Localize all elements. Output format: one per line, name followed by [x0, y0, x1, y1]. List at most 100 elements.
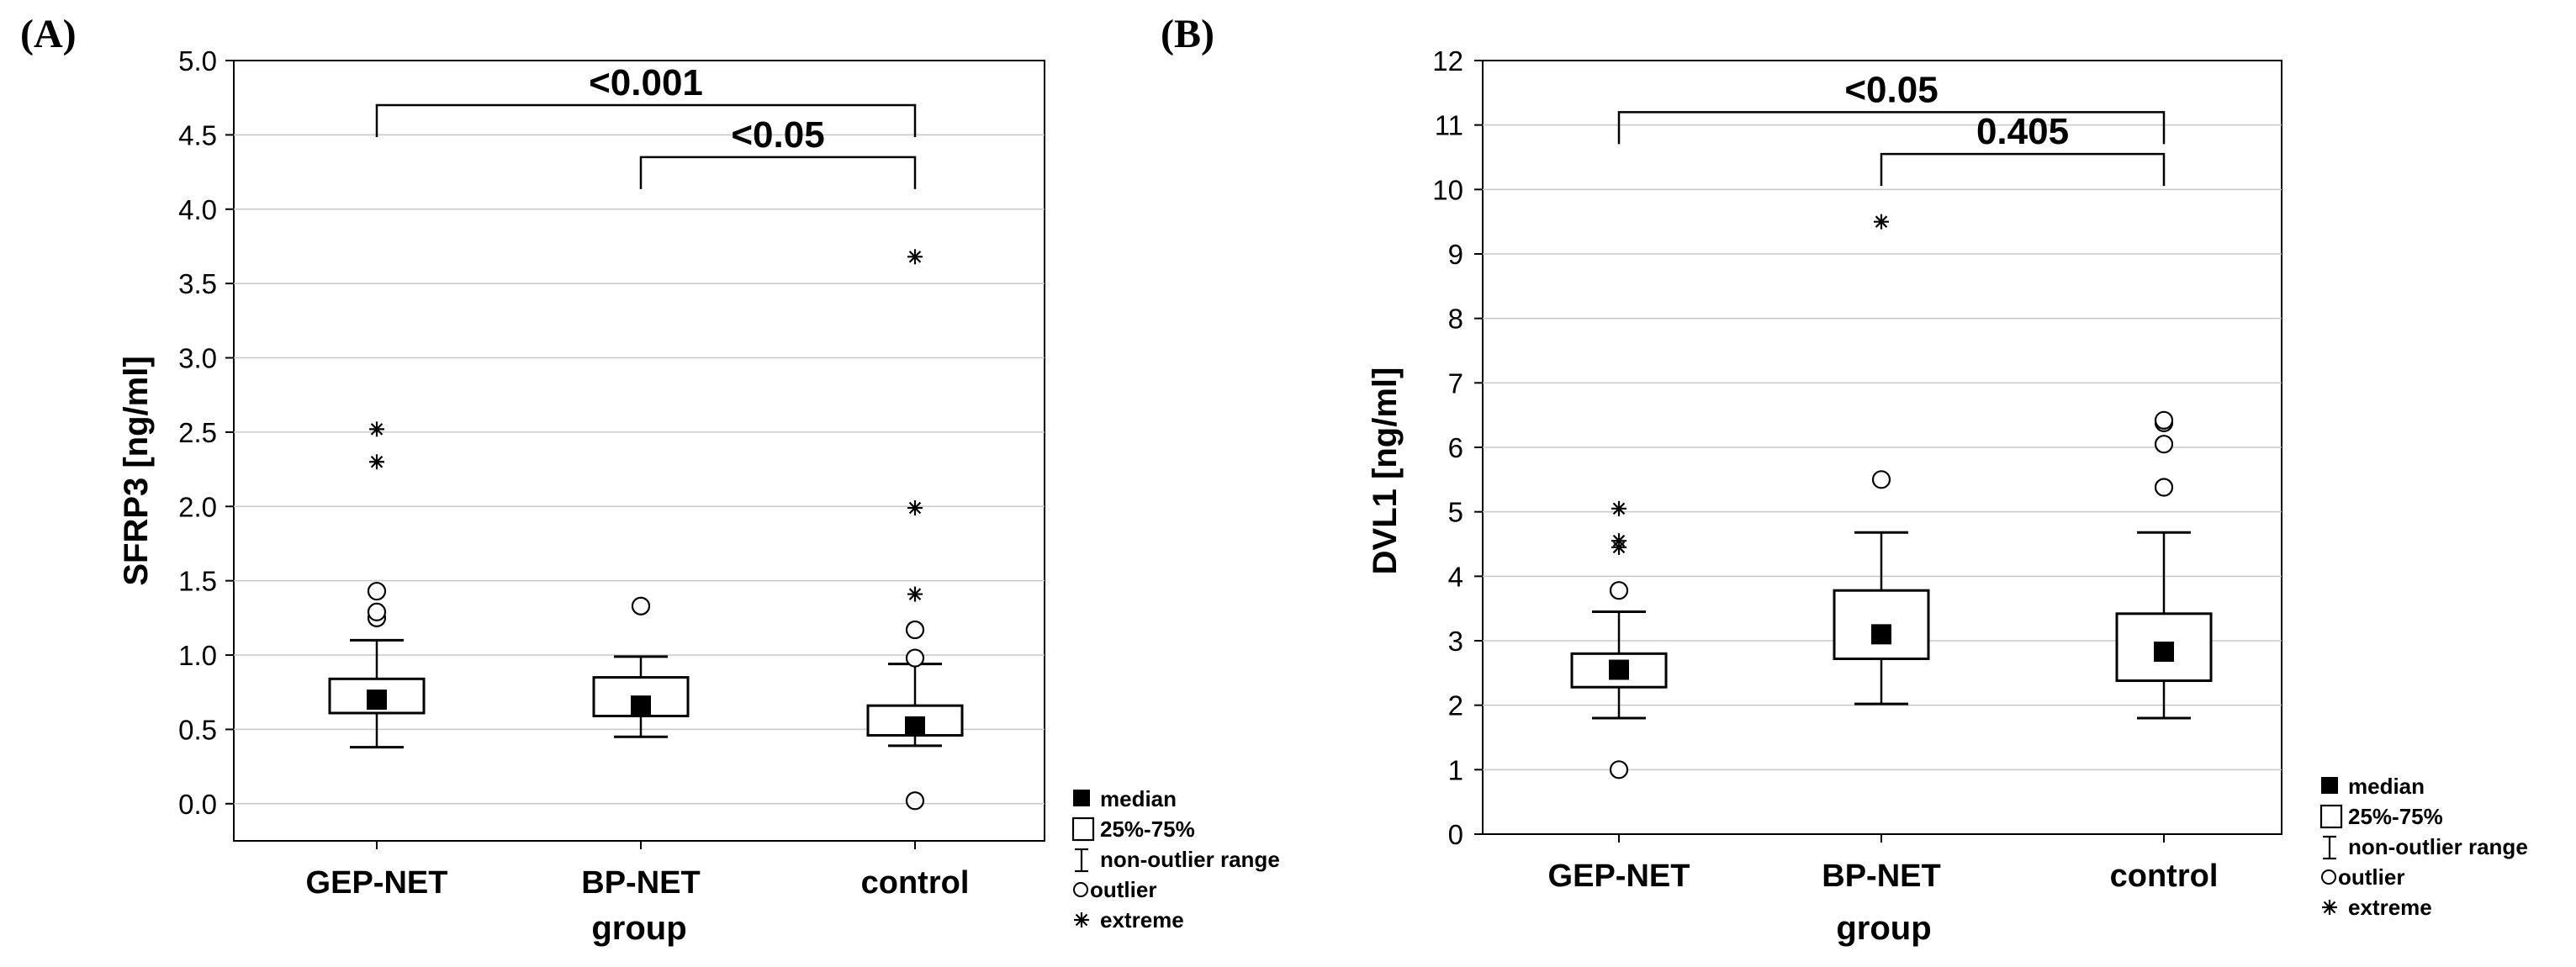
extreme-point: [907, 586, 923, 602]
panel-b-y-tick-label: 4: [1448, 561, 1463, 592]
extreme-point-stroke: [908, 588, 922, 600]
extreme-point: [369, 454, 384, 470]
panel-b-y-tick-label: 3: [1448, 626, 1463, 657]
median-marker: [367, 690, 387, 711]
panel-b-box-control: [2115, 410, 2213, 720]
legend-extreme-icon-stroke: [2323, 901, 2336, 914]
legend-box-icon: [2319, 804, 2343, 829]
panel-b-legend-label: extreme: [2348, 895, 2432, 920]
extreme-point: [369, 421, 384, 437]
extreme-point: [1874, 214, 1889, 230]
panel-a-box-control: [866, 249, 964, 811]
outlier-point: [2154, 478, 2174, 497]
legend-extreme-icon-stroke: [1075, 913, 1088, 927]
panel-b-y-tick-label: 6: [1448, 432, 1463, 463]
panel-a-box-bp-net: [592, 596, 690, 738]
extreme-point: [1611, 500, 1627, 516]
legend-extreme-icon: [1074, 912, 1089, 927]
panel-a-legend-label: outlier: [1090, 877, 1156, 902]
panel-b-box-bp-net: [1833, 214, 1930, 705]
panel-b-x-axis-label: group: [1836, 910, 1931, 947]
panel-a-legend-label: non-outlier range: [1100, 847, 1280, 872]
outlier-point: [367, 602, 387, 621]
outlier-point: [631, 596, 651, 616]
p-value-label: <0.05: [731, 114, 824, 156]
panel-a-legend: median 25%-75% non-outlier range outlier ext…: [1071, 786, 1280, 933]
median-marker: [631, 695, 651, 716]
panel-b-y-tick-label: 1: [1448, 754, 1463, 785]
outlier-point: [2154, 410, 2174, 430]
extreme-point-stroke: [1612, 502, 1626, 515]
panel-b-y-tick-label: 8: [1448, 304, 1463, 335]
panel-b-y-tick-label: 11: [1435, 110, 1463, 141]
panel-a-legend-label: median: [1100, 786, 1177, 811]
legend-median-icon: [2321, 777, 2338, 794]
bracket-line: [639, 156, 917, 189]
bracket-line: [1617, 111, 2166, 145]
iqr-box: [2115, 612, 2213, 683]
panel-b-comparison-bracket: 0.405: [1880, 111, 2166, 187]
extreme-point-stroke: [370, 423, 383, 436]
extreme-point-stroke: [370, 455, 383, 468]
median-marker: [1871, 624, 1891, 645]
panel-a-y-tick-label: 2.0: [178, 491, 217, 522]
bracket-line: [1880, 152, 2166, 187]
panel-a-y-tick-label: 3.0: [178, 343, 217, 374]
panel-a-y-tick-label: 1.0: [178, 640, 217, 671]
extreme-point-stroke: [908, 251, 922, 263]
panel-a-y-axis-label: SFRP3 [ng/ml]: [118, 356, 155, 585]
panel-a-y-tick-label: 0.0: [178, 789, 217, 820]
legend-extreme-icon: [2322, 900, 2337, 915]
extreme-point-stroke: [1612, 534, 1626, 547]
legend-outlier-icon: [2321, 869, 2336, 885]
panel-a-y-tick-label: 4.0: [178, 194, 217, 225]
extreme-point: [1611, 533, 1627, 549]
panel-b-y-axis-label: DVL1 [ng/ml]: [1367, 367, 1404, 575]
outlier-point: [905, 648, 925, 668]
median-marker: [905, 716, 925, 737]
extreme-point-stroke: [908, 501, 922, 515]
panel-a-x-tick-label: control: [861, 865, 970, 901]
panel-b-legend-label: median: [2348, 774, 2425, 799]
panel-b-y-tick-label: 9: [1448, 239, 1463, 270]
panel-a-comparison-bracket: <0.05: [639, 114, 917, 189]
panel-b-box-gep-net: [1570, 500, 1668, 779]
panel-b-label: (B): [1161, 12, 1214, 56]
panel-a-y-tick-label: 0.5: [178, 714, 217, 745]
extreme-point: [907, 500, 923, 516]
panel-b-y-tick-label: 2: [1448, 690, 1463, 721]
p-value-label: <0.05: [1844, 69, 1938, 110]
extreme-point: [907, 249, 923, 265]
panel-b-y-tick-label: 10: [1432, 174, 1463, 205]
panel-b-legend-label: outlier: [2338, 864, 2404, 890]
p-value-label: <0.001: [589, 62, 703, 103]
panel-b-legend: median 25%-75% non-outlier range outlier ext…: [2319, 774, 2528, 920]
panel-b-comparison-bracket: <0.05: [1617, 69, 2166, 145]
bracket-line: [375, 103, 917, 138]
panel-b-legend-label: 25%-75%: [2348, 804, 2443, 829]
iqr-box: [592, 676, 690, 718]
panel-b-y-tick-label: 12: [1432, 45, 1463, 77]
panel-b-legend-label: non-outlier range: [2348, 834, 2528, 859]
panel-b-y-tick-label: 5: [1448, 497, 1463, 528]
panel-a-box-gep-net: [328, 421, 426, 749]
panel-a: (A) SFRP3 [ng/ml] group 0.0 0.5 1.0 1.5 2.0 2…: [20, 12, 1280, 947]
outlier-point: [1871, 470, 1891, 489]
legend-median-icon: [1073, 790, 1090, 806]
legend-outlier-icon: [1073, 882, 1088, 897]
panel-a-y-tick-label: 2.5: [178, 417, 217, 448]
outlier-point: [905, 620, 925, 640]
extreme-point-stroke: [1875, 215, 1888, 228]
median-marker: [2154, 642, 2174, 663]
median-marker: [1609, 659, 1629, 680]
panel-a-y-tick-label: 1.5: [178, 566, 217, 597]
panel-a-x-tick-label: GEP-NET: [306, 865, 448, 901]
panel-a-y-tick-label: 4.5: [178, 119, 217, 151]
panel-b: (B) DVL1 [ng/ml] group 0123456789101112G…: [1161, 12, 2528, 947]
panel-b-x-tick-label: GEP-NET: [1548, 859, 1690, 894]
panel-a-comparison-bracket: <0.001: [375, 62, 917, 138]
outlier-point: [905, 791, 925, 811]
panel-b-x-tick-label: control: [2110, 859, 2219, 894]
panel-a-label: (A): [20, 12, 77, 56]
